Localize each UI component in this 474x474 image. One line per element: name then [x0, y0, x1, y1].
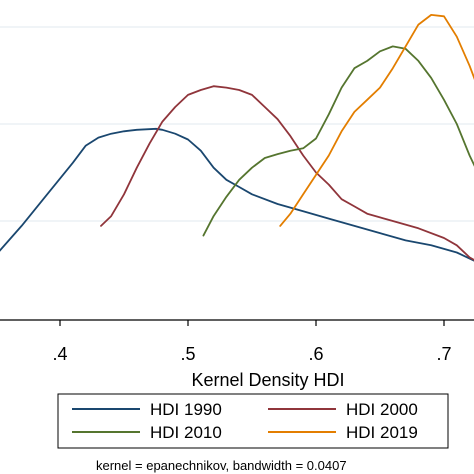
legend-label-hdi-1990: HDI 1990: [150, 400, 222, 419]
legend-box: [57, 393, 449, 449]
chart-note: kernel = epanechnikov, bandwidth = 0.040…: [96, 458, 347, 473]
x-axis: .4 .5 .6 .7: [0, 319, 474, 364]
legend-label-hdi-2010: HDI 2010: [150, 423, 222, 442]
legend-label-hdi-2000: HDI 2000: [346, 400, 418, 419]
plot-area: [0, 14, 474, 262]
legend-items: HDI 1990 HDI 2000 HDI 2010 HDI 2019: [72, 400, 418, 442]
x-tick-label: .6: [308, 344, 323, 364]
x-tick-label: .7: [436, 344, 451, 364]
x-axis-title: Kernel Density HDI: [191, 370, 344, 390]
series-line-hdi-1990: [0, 127, 474, 262]
x-tick-label: .5: [180, 344, 195, 364]
legend-label-hdi-2019: HDI 2019: [346, 423, 418, 442]
series-line-hdi-2019: [279, 14, 474, 227]
series-line-hdi-2000: [100, 85, 474, 261]
legend: HDI 1990 HDI 2000 HDI 2010 HDI 2019: [57, 393, 449, 449]
x-tick-label: .4: [52, 344, 67, 364]
series-line-hdi-2010: [202, 45, 474, 237]
